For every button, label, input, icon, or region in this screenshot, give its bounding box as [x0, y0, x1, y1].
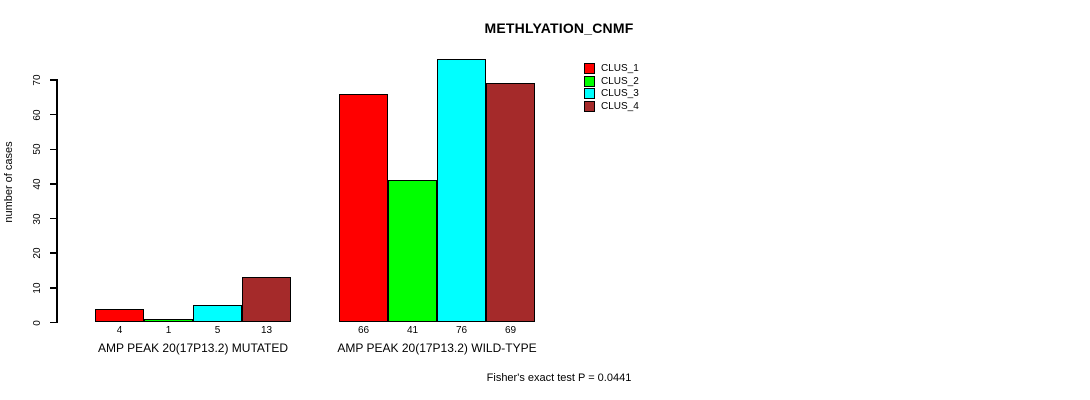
- legend-swatch-CLUS_1: [584, 63, 595, 74]
- legend-item-CLUS_2: CLUS_2: [584, 75, 639, 87]
- bar-value-label: 13: [260, 325, 273, 336]
- bar-CLUS_1-group2: [339, 93, 388, 323]
- legend-swatch-CLUS_3: [584, 88, 595, 100]
- group-label-1: AMP PEAK 20(17P13.2) MUTATED: [97, 341, 289, 355]
- y-tick-mark-10: [50, 287, 57, 289]
- y-tick-mark-50: [50, 148, 57, 151]
- bar-value-label: 69: [504, 325, 517, 336]
- y-tick-mark-30: [50, 217, 57, 220]
- bar-CLUS_1-group1: [95, 308, 144, 323]
- annotation-text: Fisher's exact test P = 0.0441: [486, 372, 632, 384]
- bar-value-label: 66: [357, 325, 370, 336]
- group-label-2: AMP PEAK 20(17P13.2) WILD-TYPE: [337, 341, 537, 355]
- bar-CLUS_3-group2: [437, 59, 486, 323]
- y-tick-label-20: 20: [32, 247, 43, 259]
- y-tick-label-10: 10: [32, 282, 43, 294]
- y-tick-label-70: 70: [32, 74, 43, 86]
- y-tick-mark-60: [50, 113, 57, 116]
- bar-CLUS_2-group2: [388, 180, 437, 323]
- y-tick-label-60: 60: [32, 109, 43, 121]
- bar-CLUS_3-group1: [193, 305, 242, 323]
- y-axis-label: number of cases: [3, 141, 15, 223]
- bar-CLUS_4-group1: [242, 277, 291, 323]
- legend-item-CLUS_3: CLUS_3: [584, 88, 639, 100]
- chart-title: METHLYATION_CNMF: [484, 20, 634, 36]
- bar-value-label: 4: [116, 325, 123, 336]
- bar-value-label: 1: [165, 325, 172, 336]
- bar-CLUS_4-group2: [486, 83, 535, 323]
- y-tick-label-0: 0: [32, 319, 43, 326]
- legend-item-CLUS_1: CLUS_1: [584, 63, 639, 74]
- y-tick-label-50: 50: [32, 143, 43, 155]
- y-tick-mark-70: [50, 79, 57, 81]
- y-tick-mark-40: [50, 183, 57, 185]
- legend-swatch-CLUS_4: [584, 100, 595, 112]
- bar-value-label: 41: [406, 325, 419, 336]
- y-tick-label-30: 30: [32, 213, 43, 225]
- legend-label-CLUS_4: CLUS_4: [601, 100, 639, 112]
- legend-swatch-CLUS_2: [584, 75, 595, 87]
- bar-value-label: 5: [214, 325, 221, 336]
- y-tick-mark-0: [50, 321, 57, 324]
- legend-label-CLUS_3: CLUS_3: [601, 88, 639, 100]
- bar-value-label: 76: [455, 325, 468, 336]
- y-axis-line: [56, 79, 58, 323]
- bar-CLUS_2-group1: [144, 319, 193, 323]
- legend-item-CLUS_4: CLUS_4: [584, 100, 639, 112]
- legend-label-CLUS_1: CLUS_1: [601, 63, 639, 74]
- y-tick-mark-20: [50, 252, 57, 254]
- legend-label-CLUS_2: CLUS_2: [601, 75, 639, 87]
- y-tick-label-40: 40: [32, 178, 43, 190]
